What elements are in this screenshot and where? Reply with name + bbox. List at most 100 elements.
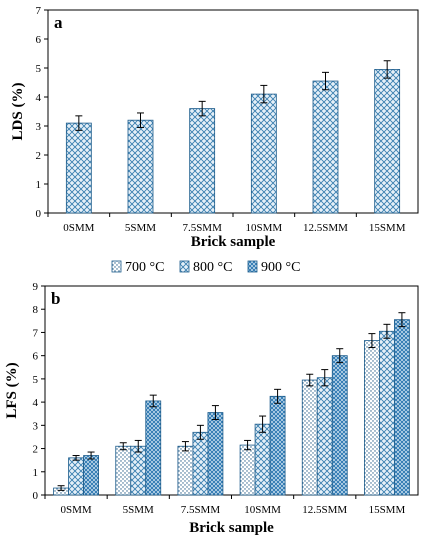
y-tick-label: 5 <box>33 374 39 386</box>
y-axis-ticks-b: 0 1 2 3 4 5 6 7 8 9 <box>33 281 45 502</box>
error-bar <box>322 71 329 91</box>
bar <box>145 400 162 496</box>
x-tick-label: 5SMM <box>123 504 154 516</box>
x-tick-label: 15SMM <box>369 222 406 234</box>
error-bar <box>244 439 252 451</box>
error-bar <box>383 323 391 339</box>
bar <box>254 423 271 496</box>
x-tick-label: 5SMM <box>125 222 156 234</box>
legend-swatch <box>247 260 258 273</box>
y-tick-label: 9 <box>33 281 39 293</box>
error-bar <box>211 405 219 421</box>
panel-label-b: b <box>51 289 60 308</box>
bar <box>316 377 333 496</box>
bar <box>207 412 224 496</box>
y-axis-ticks-a: 0 1 2 3 4 5 6 7 <box>36 5 48 220</box>
bars-a <box>65 60 401 214</box>
y-tick-label: 4 <box>33 397 39 409</box>
y-tick-label: 1 <box>36 179 42 191</box>
error-bar <box>383 60 391 79</box>
y-tick-label: 8 <box>33 304 39 316</box>
chart-panel-b: b 0 1 2 3 4 5 6 7 8 9 0SMM 5SMM 7.5SMM 10SMM 12.5SMM 1… <box>4 281 419 536</box>
bar <box>312 80 339 214</box>
x-tick-label: 0SMM <box>60 504 91 516</box>
error-bar <box>398 312 406 328</box>
legend-label: 900 °C <box>261 260 300 275</box>
bar <box>379 330 395 496</box>
error-bar <box>75 115 83 131</box>
y-axis-label-a: LDS (%) <box>10 83 26 141</box>
x-axis-label-b: Brick sample <box>189 520 274 536</box>
legend-label: 700 °C <box>125 260 164 275</box>
y-tick-label: 5 <box>36 63 42 75</box>
x-tick-label: 12.5SMM <box>302 504 347 516</box>
bar <box>192 431 209 496</box>
bar <box>130 445 147 496</box>
legend-entry: 700 °C <box>111 260 164 275</box>
x-tick-label: 12.5SMM <box>303 222 348 234</box>
legend-label: 800 °C <box>193 260 232 275</box>
panel-label-a: a <box>54 13 63 32</box>
y-tick-label: 7 <box>36 5 42 17</box>
legend-entry: 900 °C <box>247 260 300 275</box>
error-bar <box>198 100 206 117</box>
y-tick-label: 7 <box>33 327 39 339</box>
bar <box>127 119 154 214</box>
bar <box>394 319 410 496</box>
x-axis-ticks-b: 0SMM 5SMM 7.5SMM 10SMM 12.5SMM 15SMM <box>44 495 406 516</box>
bar <box>83 455 99 496</box>
error-bar <box>321 369 329 387</box>
x-axis-ticks-a: 0SMM 5SMM 7.5SMM 10SMM 12.5SMM 15SMM <box>47 213 406 234</box>
y-tick-label: 1 <box>33 467 39 479</box>
bar <box>269 395 286 496</box>
y-tick-label: 4 <box>36 92 42 104</box>
y-axis-label-b: LFS (%) <box>4 362 20 418</box>
error-bar <box>336 348 344 364</box>
legend-entry: 800 °C <box>179 260 232 275</box>
bars-b <box>53 312 410 496</box>
y-tick-label: 6 <box>36 34 42 46</box>
x-tick-label: 10SMM <box>244 504 281 516</box>
y-tick-label: 6 <box>33 351 39 363</box>
error-bar <box>181 441 189 452</box>
legend-swatch <box>179 260 190 273</box>
x-tick-label: 7.5SMM <box>181 504 221 516</box>
error-bar <box>259 415 267 433</box>
bar <box>301 379 318 496</box>
error-bar <box>119 442 127 451</box>
y-tick-label: 2 <box>36 150 42 162</box>
bar <box>374 69 401 214</box>
legend-swatch <box>111 260 122 273</box>
bar <box>189 108 216 214</box>
error-bar <box>368 333 376 349</box>
bar <box>364 340 380 496</box>
error-bar <box>274 388 282 404</box>
error-bar <box>134 439 142 453</box>
x-tick-label: 7.5SMM <box>182 222 222 234</box>
bar <box>250 93 277 214</box>
error-bar <box>57 485 65 491</box>
bar <box>115 445 132 496</box>
bar <box>65 122 92 214</box>
error-bar <box>72 455 80 461</box>
x-axis-label-a: Brick sample <box>191 234 276 250</box>
bar <box>331 355 348 496</box>
y-tick-label: 0 <box>33 490 39 502</box>
error-bar <box>137 112 144 128</box>
bar <box>68 457 84 496</box>
bar <box>177 445 194 496</box>
x-tick-label: 0SMM <box>63 222 94 234</box>
y-tick-label: 0 <box>36 208 42 220</box>
x-tick-label: 10SMM <box>245 222 282 234</box>
error-bar <box>260 84 268 104</box>
x-tick-label: 15SMM <box>369 504 406 516</box>
bar <box>239 444 256 496</box>
error-bar <box>196 424 204 440</box>
error-bar <box>149 394 157 408</box>
y-tick-label: 2 <box>33 444 39 456</box>
legend-b: 700 °C 800 °C 900 °C <box>111 260 300 275</box>
plot-frame-b <box>44 285 419 496</box>
error-bar <box>306 373 314 387</box>
chart-panel-a: a 0 1 2 3 4 5 6 7 0SMM 5SMM 7.5SMM 10SMM 12.5SMM 15S… <box>10 5 419 250</box>
